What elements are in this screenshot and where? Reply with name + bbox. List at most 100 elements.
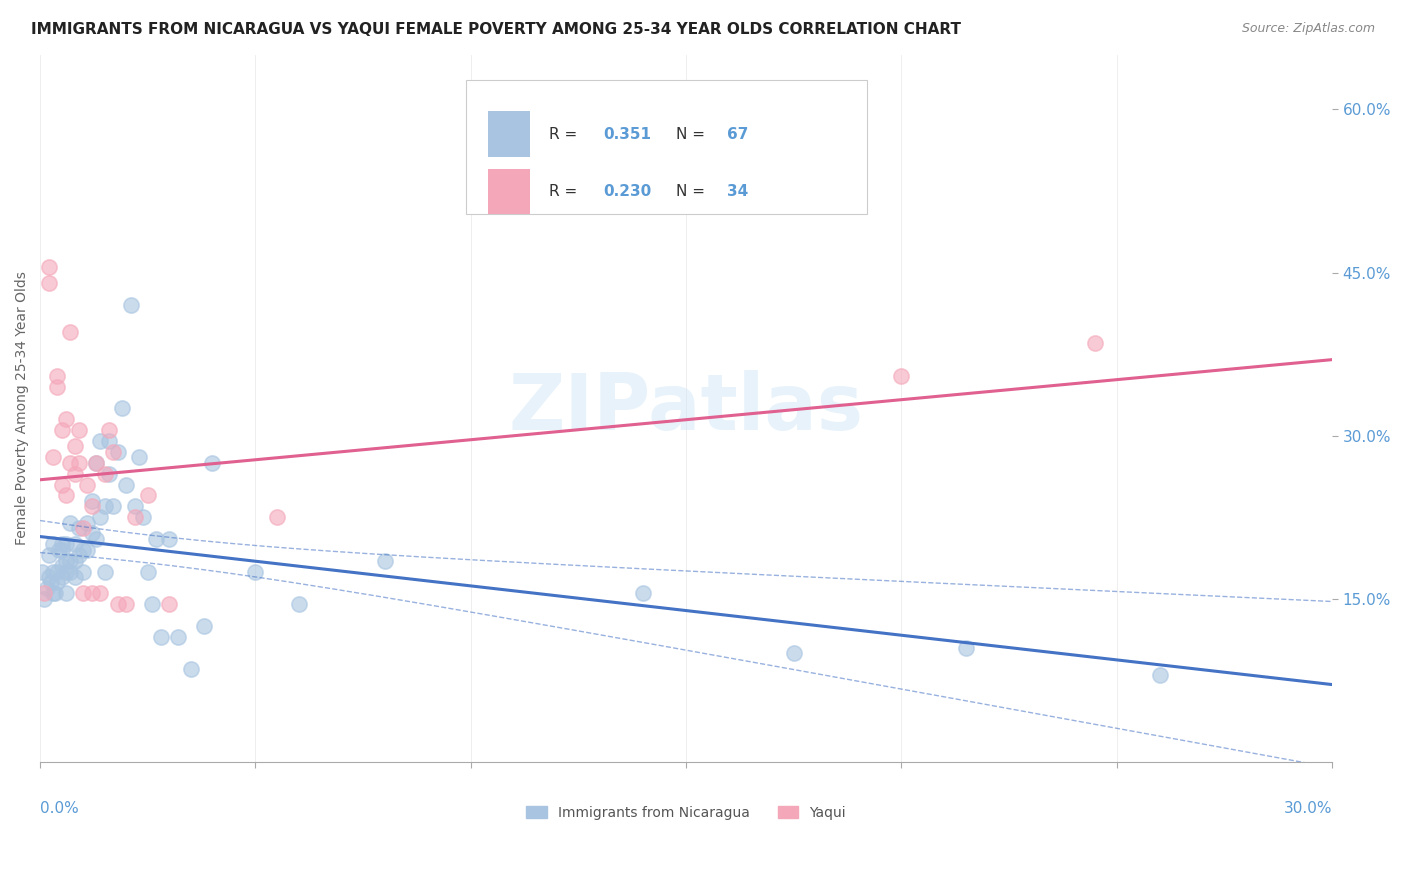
Point <box>39 575 62 590</box>
Point <box>245 565 267 579</box>
Point <box>38 570 60 584</box>
Point <box>374 554 396 568</box>
Point <box>157 532 180 546</box>
Point <box>42 450 65 465</box>
Bar <box>488 112 530 157</box>
Point <box>59 516 82 530</box>
Point <box>76 477 98 491</box>
Point <box>80 586 103 600</box>
Point <box>46 575 69 590</box>
Point <box>157 597 180 611</box>
Point <box>103 445 125 459</box>
Point <box>132 510 155 524</box>
Point <box>80 526 103 541</box>
Point <box>93 565 115 579</box>
Point <box>266 510 288 524</box>
Point <box>63 554 86 568</box>
Point <box>955 640 977 655</box>
Point <box>98 434 121 448</box>
Point <box>98 423 121 437</box>
Point <box>193 619 215 633</box>
Point <box>51 570 73 584</box>
Point <box>107 597 129 611</box>
Point <box>34 591 56 606</box>
Text: ZIPatlas: ZIPatlas <box>509 370 863 446</box>
Point <box>63 440 86 454</box>
Point <box>67 423 90 437</box>
Point <box>89 586 111 600</box>
Point <box>51 537 73 551</box>
Point <box>107 445 129 459</box>
Point <box>167 630 190 644</box>
Point <box>59 565 82 579</box>
Point <box>42 586 65 600</box>
Text: 0.351: 0.351 <box>603 127 651 142</box>
Y-axis label: Female Poverty Among 25-34 Year Olds: Female Poverty Among 25-34 Year Olds <box>15 271 30 545</box>
Point <box>115 597 138 611</box>
Point <box>55 554 77 568</box>
Point <box>38 260 60 274</box>
FancyBboxPatch shape <box>467 80 868 214</box>
Point <box>890 368 912 383</box>
Point <box>51 477 73 491</box>
Point <box>80 493 103 508</box>
Point <box>51 559 73 574</box>
Point <box>67 548 90 562</box>
Point <box>1084 336 1107 351</box>
Point <box>76 542 98 557</box>
Text: R =: R = <box>550 184 582 199</box>
Text: 67: 67 <box>727 127 749 142</box>
Text: 0.0%: 0.0% <box>41 801 79 815</box>
Point <box>93 500 115 514</box>
Point <box>72 586 94 600</box>
Point <box>63 570 86 584</box>
Point <box>111 401 134 416</box>
Point <box>180 662 202 676</box>
Point <box>63 537 86 551</box>
Point <box>51 542 73 557</box>
Legend: Immigrants from Nicaragua, Yaqui: Immigrants from Nicaragua, Yaqui <box>520 800 852 825</box>
Point <box>136 488 159 502</box>
Point <box>76 516 98 530</box>
Point <box>72 565 94 579</box>
Point <box>55 488 77 502</box>
Point <box>55 537 77 551</box>
Point <box>145 532 167 546</box>
Bar <box>488 169 530 214</box>
Point <box>55 412 77 426</box>
Point <box>67 521 90 535</box>
Point <box>67 456 90 470</box>
Point <box>115 477 138 491</box>
Point <box>42 565 65 579</box>
Point <box>48 542 70 557</box>
Point <box>128 450 150 465</box>
Text: Source: ZipAtlas.com: Source: ZipAtlas.com <box>1241 22 1375 36</box>
Point <box>31 565 53 579</box>
Text: N =: N = <box>676 127 710 142</box>
Point <box>1149 667 1171 681</box>
Point <box>84 532 107 546</box>
Text: 0.230: 0.230 <box>603 184 651 199</box>
Text: R =: R = <box>550 127 582 142</box>
Text: 34: 34 <box>727 184 748 199</box>
Point <box>201 456 224 470</box>
Point <box>35 581 58 595</box>
Point <box>93 467 115 481</box>
Point <box>141 597 163 611</box>
Point <box>287 597 309 611</box>
Point <box>63 467 86 481</box>
Point <box>783 646 806 660</box>
Point <box>103 500 125 514</box>
Point <box>46 565 69 579</box>
Point <box>59 326 82 340</box>
Point <box>46 380 69 394</box>
Text: N =: N = <box>676 184 710 199</box>
Point <box>136 565 159 579</box>
Point <box>59 456 82 470</box>
Point <box>38 548 60 562</box>
Point <box>59 554 82 568</box>
Point <box>72 542 94 557</box>
Point <box>42 537 65 551</box>
Point <box>98 467 121 481</box>
Point <box>631 586 654 600</box>
